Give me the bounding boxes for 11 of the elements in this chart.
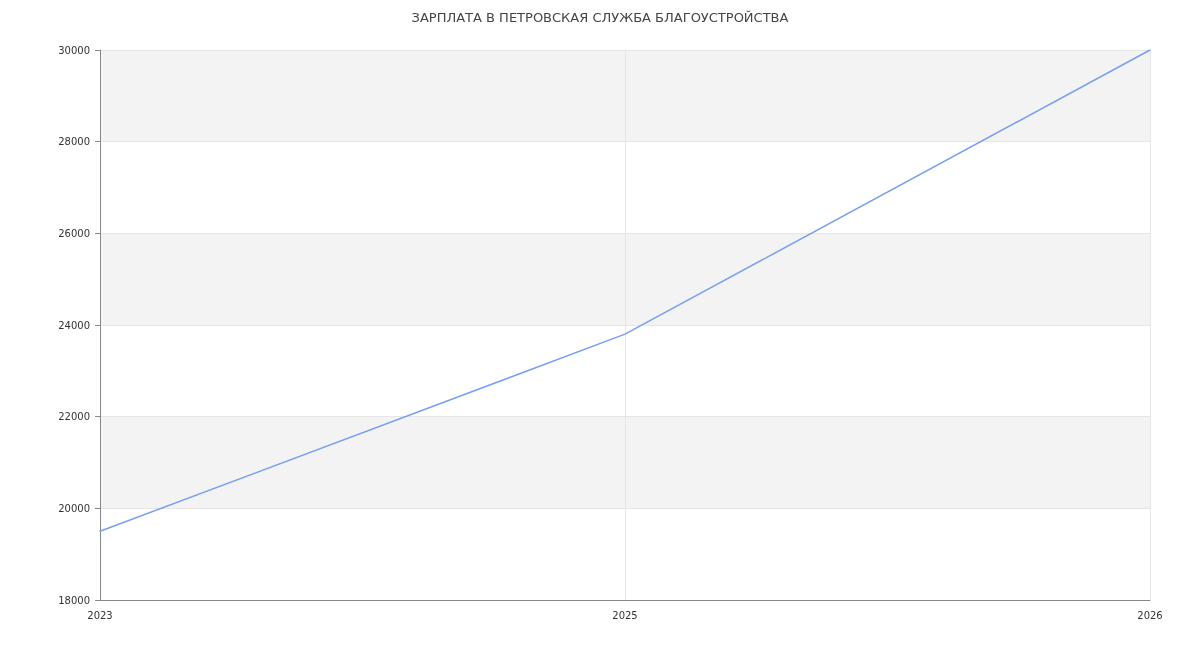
- x-tick-label: 2025: [612, 609, 638, 621]
- y-tick-label: 18000: [58, 594, 90, 606]
- x-tick-label: 2026: [1137, 609, 1163, 621]
- y-tick-label: 26000: [58, 227, 90, 239]
- x-tick-label: 2023: [87, 609, 113, 621]
- y-tick-label: 24000: [58, 319, 90, 331]
- chart-title: ЗАРПЛАТА В ПЕТРОВСКАЯ СЛУЖБА БЛАГОУСТРОЙСТВА: [411, 10, 789, 25]
- y-tick-label: 28000: [58, 136, 90, 148]
- y-tick-label: 30000: [58, 44, 90, 56]
- y-tick-label: 22000: [58, 411, 90, 423]
- y-tick-label: 20000: [58, 502, 90, 514]
